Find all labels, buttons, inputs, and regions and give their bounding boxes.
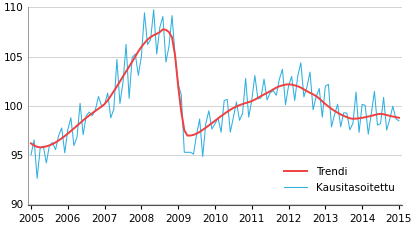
Trendi: [38, 146, 43, 149]
Kausitasoitettu: [283, 103, 288, 106]
Trendi: [265, 91, 270, 94]
Kausitasoitettu: [396, 120, 401, 122]
Trendi: [29, 142, 34, 145]
Trendi: [396, 116, 401, 119]
Kausitasoitettu: [117, 102, 122, 105]
Kausitasoitettu: [35, 177, 40, 180]
Kausitasoitettu: [151, 8, 156, 11]
Line: Kausitasoitettu: Kausitasoitettu: [31, 10, 399, 178]
Trendi: [160, 28, 165, 31]
Trendi: [68, 130, 73, 132]
Kausitasoitettu: [29, 153, 34, 156]
Kausitasoitettu: [68, 116, 73, 119]
Legend: Trendi, Kausitasoitettu: Trendi, Kausitasoitettu: [282, 165, 397, 195]
Trendi: [378, 113, 383, 115]
Line: Trendi: Trendi: [31, 29, 399, 147]
Trendi: [283, 83, 288, 86]
Kausitasoitettu: [191, 153, 196, 155]
Trendi: [117, 80, 122, 83]
Kausitasoitettu: [378, 122, 383, 125]
Kausitasoitettu: [265, 99, 270, 101]
Trendi: [191, 133, 196, 136]
